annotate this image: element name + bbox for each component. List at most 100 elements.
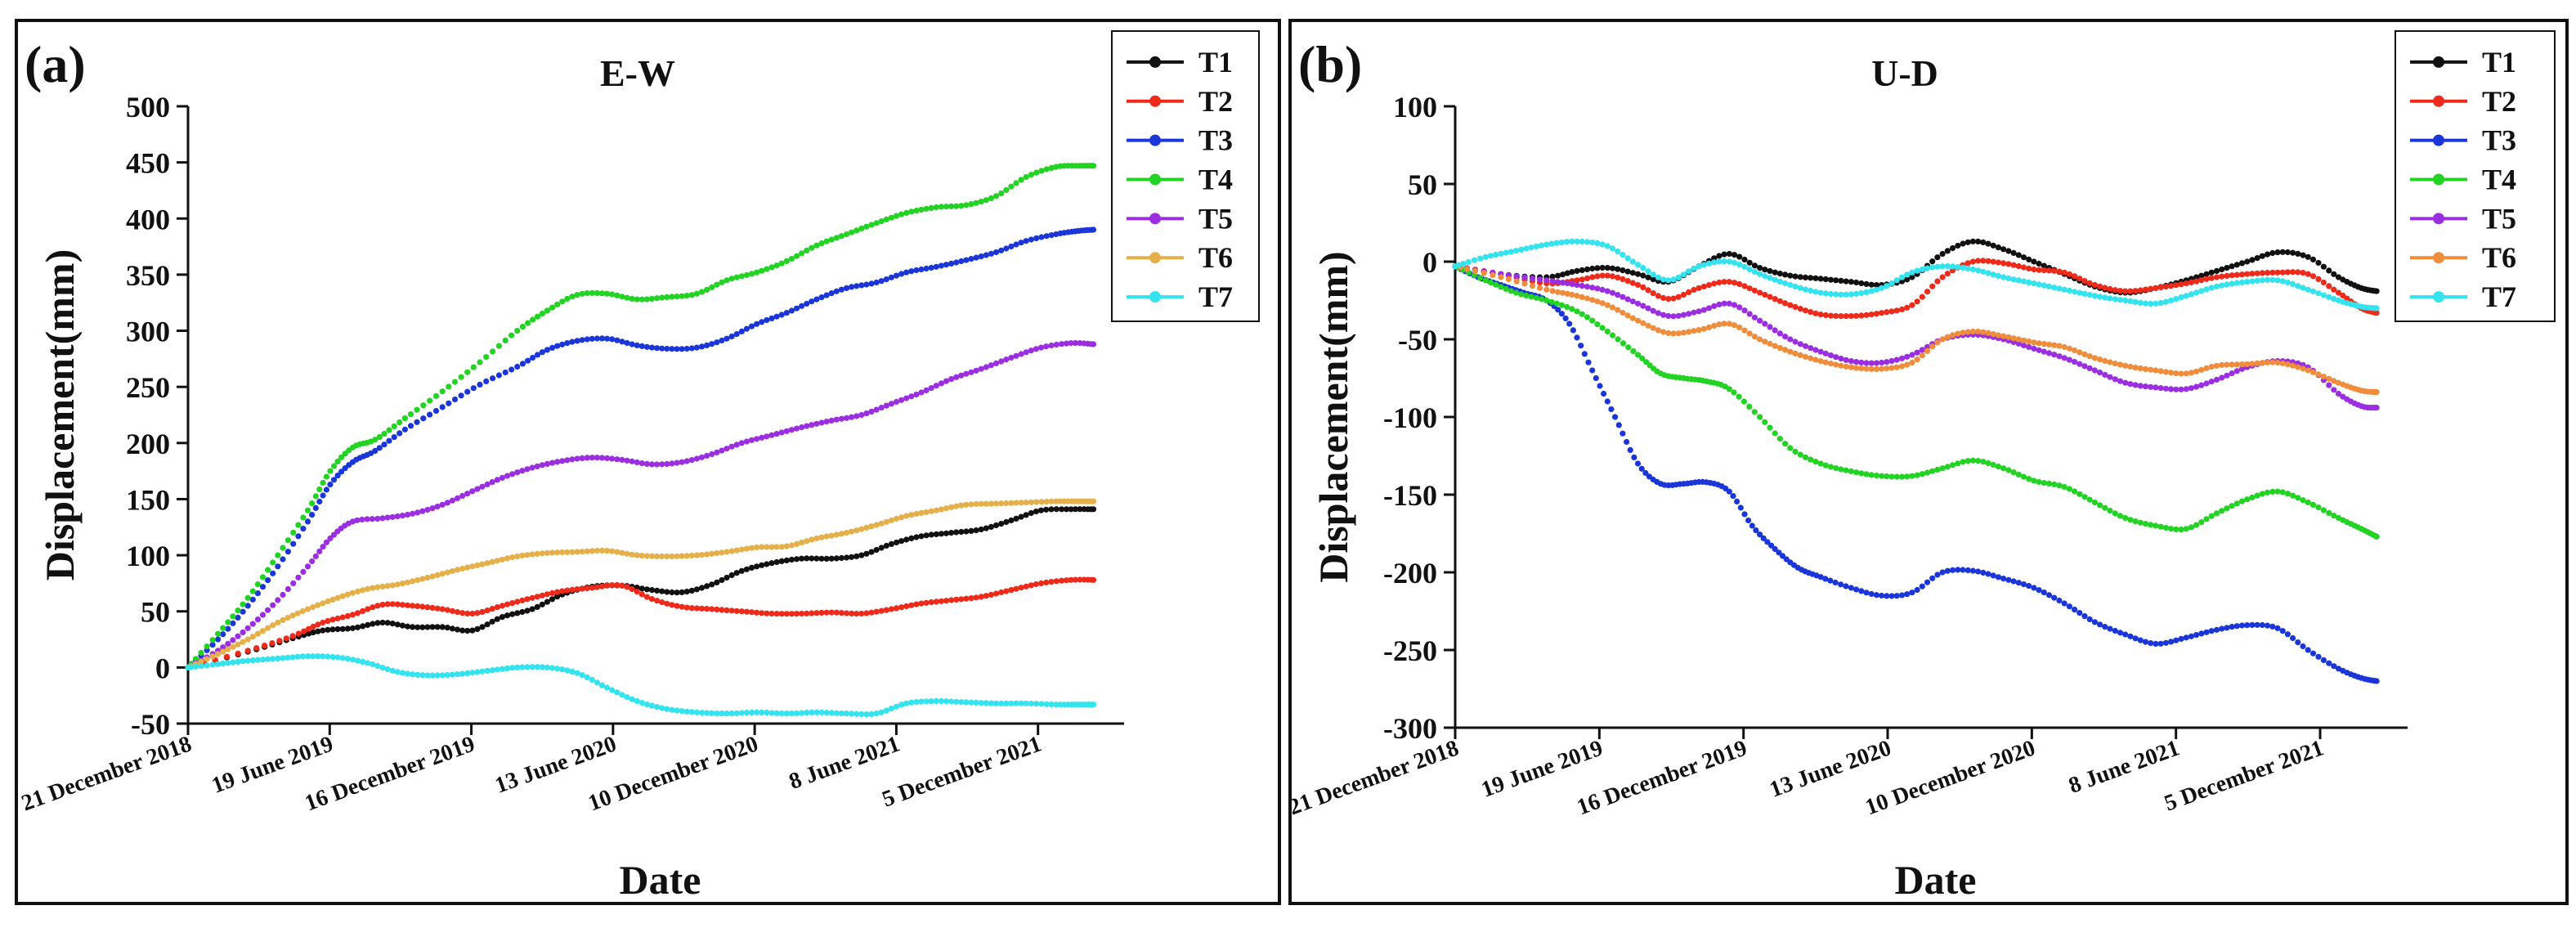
data-point xyxy=(2244,271,2251,277)
data-point xyxy=(2193,289,2200,296)
data-point xyxy=(2036,478,2042,486)
data-point xyxy=(1584,266,1591,272)
data-point xyxy=(1629,270,1636,276)
data-point xyxy=(2213,626,2220,633)
data-point xyxy=(389,601,396,607)
data-point xyxy=(1757,271,1763,277)
data-point xyxy=(414,576,421,584)
data-point xyxy=(1990,572,1996,579)
data-point xyxy=(868,222,875,228)
data-point xyxy=(2020,264,2027,271)
data-point xyxy=(669,602,675,608)
data-point xyxy=(1675,294,1682,300)
data-point xyxy=(360,587,366,594)
panel-label: (a) xyxy=(25,35,86,93)
data-point xyxy=(554,589,561,595)
data-point xyxy=(220,648,226,655)
data-point xyxy=(918,266,925,273)
data-point xyxy=(728,572,735,579)
data-point xyxy=(525,357,531,364)
data-point xyxy=(1764,539,1771,545)
data-point xyxy=(2031,280,2037,287)
data-point xyxy=(1964,567,1971,574)
data-point xyxy=(1564,239,1570,245)
data-point xyxy=(1873,286,1879,293)
data-point xyxy=(799,610,805,617)
data-point xyxy=(609,582,616,589)
data-point xyxy=(489,479,495,486)
data-point xyxy=(724,335,730,342)
data-point xyxy=(818,534,825,540)
data-point xyxy=(410,671,416,678)
data-point xyxy=(1518,291,1525,298)
data-point xyxy=(2157,284,2164,291)
data-point xyxy=(1955,263,1961,271)
data-point xyxy=(688,457,695,464)
data-point xyxy=(804,555,810,562)
data-point xyxy=(1944,567,1951,574)
data-point xyxy=(913,391,920,398)
data-point xyxy=(458,374,464,380)
data-point xyxy=(316,498,323,505)
data-point xyxy=(1048,498,1055,504)
data-point xyxy=(396,419,403,426)
data-point xyxy=(2183,280,2189,287)
data-point xyxy=(579,455,585,462)
data-point xyxy=(434,605,441,612)
data-point xyxy=(2066,287,2072,294)
data-point xyxy=(2051,594,2058,601)
data-point xyxy=(963,595,970,602)
data-point xyxy=(1700,307,1707,313)
data-point xyxy=(320,619,326,626)
data-point xyxy=(1843,291,1849,298)
data-point xyxy=(549,460,556,466)
data-point xyxy=(1505,276,1512,283)
data-point xyxy=(614,292,620,298)
data-point xyxy=(1797,352,1803,358)
data-point xyxy=(470,385,477,392)
data-point xyxy=(2320,507,2327,513)
data-point xyxy=(624,694,630,701)
data-point xyxy=(2290,269,2296,276)
data-point xyxy=(502,369,508,376)
data-point xyxy=(2168,297,2175,304)
data-point xyxy=(838,531,844,537)
data-point xyxy=(2015,471,2022,478)
data-point xyxy=(564,587,571,594)
data-point xyxy=(773,544,780,550)
data-point xyxy=(878,607,885,614)
data-point xyxy=(773,262,780,269)
data-point xyxy=(1077,506,1083,513)
data-point xyxy=(828,555,835,562)
data-point xyxy=(619,549,625,556)
data-point xyxy=(683,604,690,611)
data-point xyxy=(2102,294,2108,301)
data-point xyxy=(2045,341,2053,347)
data-point xyxy=(1822,276,1829,283)
data-point xyxy=(2127,288,2134,294)
data-point xyxy=(2127,517,2134,523)
data-point xyxy=(609,455,616,462)
data-point xyxy=(1939,263,1946,270)
data-point xyxy=(2056,268,2063,275)
data-point xyxy=(280,556,286,563)
data-point xyxy=(828,236,835,243)
data-point xyxy=(1048,579,1055,585)
data-point xyxy=(688,345,695,352)
data-point xyxy=(479,561,486,567)
data-point xyxy=(459,670,466,677)
data-point xyxy=(2254,492,2260,499)
data-point xyxy=(693,455,701,462)
data-point xyxy=(1003,245,1010,252)
data-point xyxy=(833,609,840,616)
data-point xyxy=(284,654,291,661)
data-point xyxy=(2219,282,2225,289)
data-point xyxy=(1670,330,1677,337)
data-point xyxy=(1741,256,1748,263)
data-point xyxy=(2320,374,2327,380)
data-point xyxy=(2264,251,2271,258)
data-point xyxy=(544,460,551,468)
data-point xyxy=(1599,272,1606,279)
data-point xyxy=(823,710,830,716)
data-point xyxy=(1838,466,1844,473)
